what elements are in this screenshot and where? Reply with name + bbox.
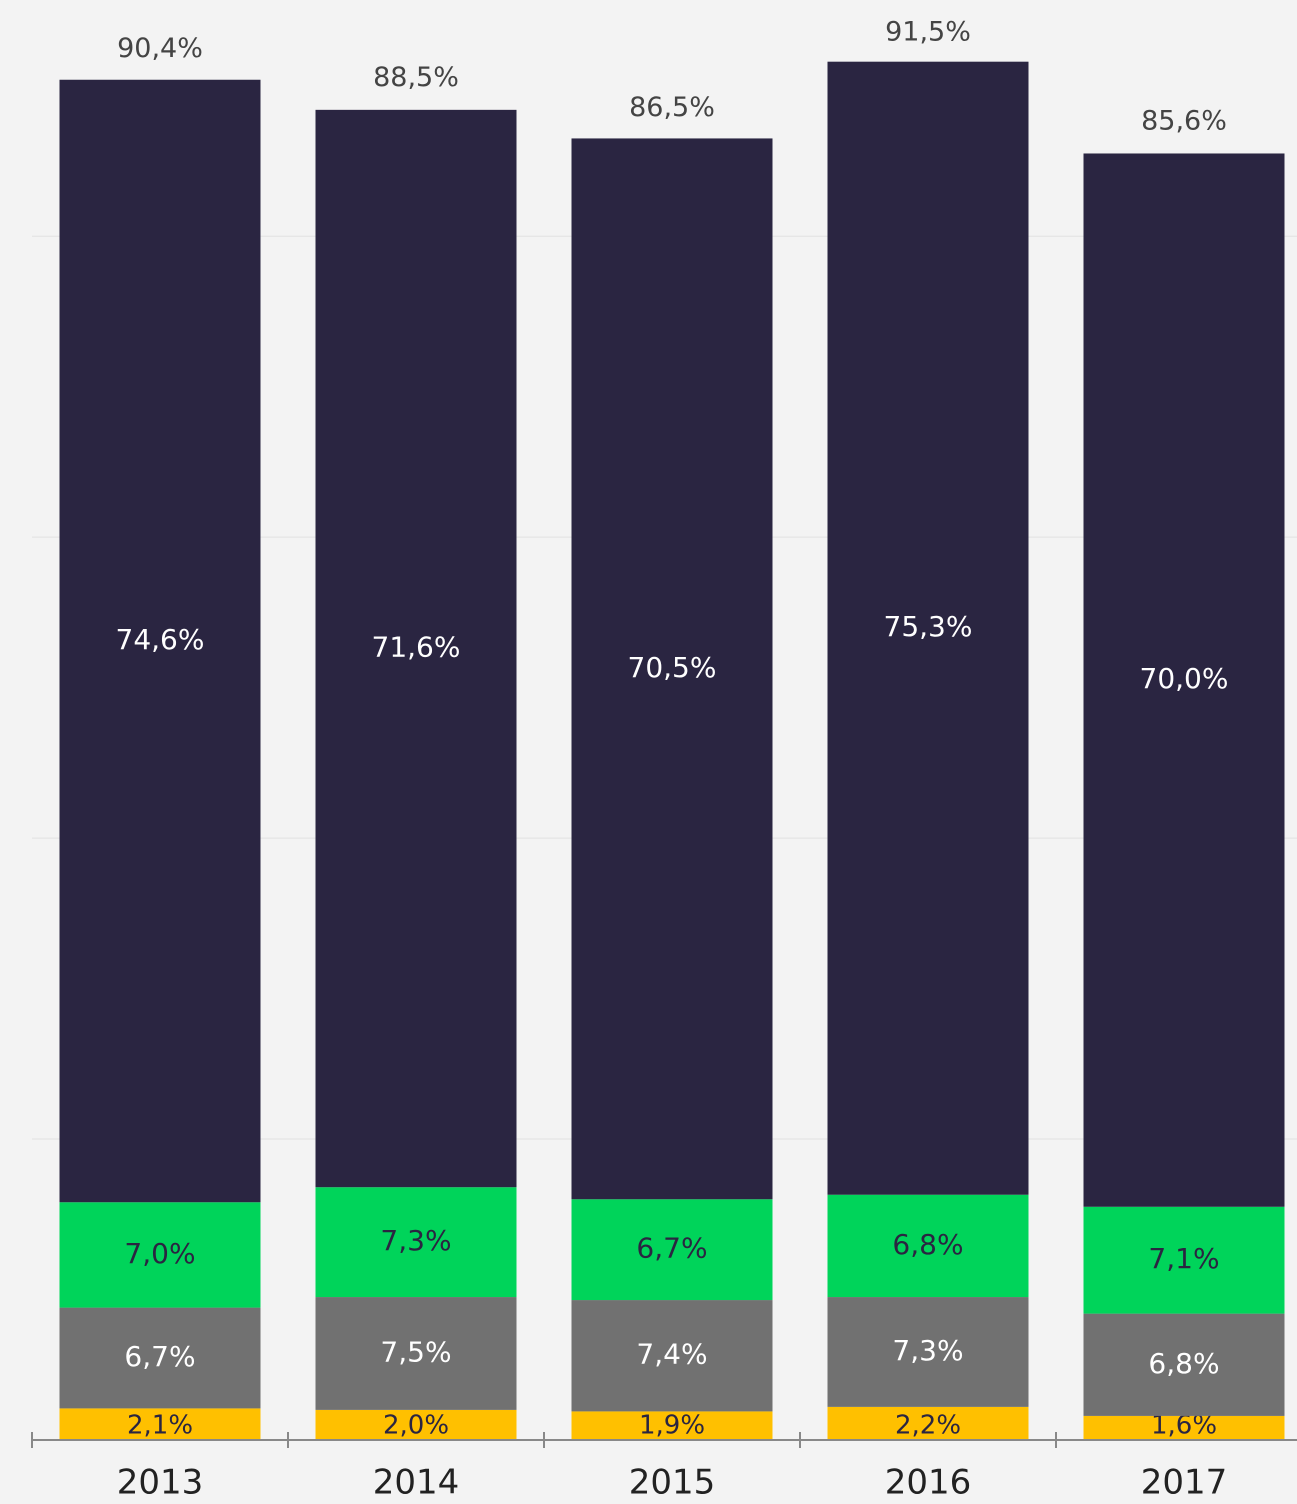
- bar-segment: [827, 1297, 1029, 1407]
- value-label: 2,1%: [127, 1411, 193, 1441]
- bar-segment: [315, 109, 517, 1188]
- bar-segment: [315, 1297, 517, 1410]
- x-tick-label: 2014: [373, 1463, 460, 1503]
- value-label: 70,0%: [1140, 662, 1229, 695]
- total-label: 88,5%: [373, 62, 459, 93]
- value-label: 2,2%: [895, 1411, 961, 1441]
- value-label: 7,3%: [380, 1224, 451, 1257]
- total-label: 85,6%: [1141, 105, 1227, 136]
- x-tick-label: 2013: [117, 1463, 204, 1503]
- value-label: 7,4%: [636, 1338, 707, 1371]
- value-label: 6,7%: [124, 1340, 195, 1373]
- bar-segment: [1083, 1415, 1285, 1440]
- value-label: 2,0%: [383, 1411, 449, 1441]
- bar-segment: [59, 1408, 261, 1440]
- bar-segment: [827, 1406, 1029, 1440]
- value-label: 75,3%: [884, 610, 973, 643]
- total-label: 90,4%: [117, 33, 203, 64]
- value-label: 6,8%: [1148, 1347, 1219, 1380]
- total-label: 86,5%: [629, 92, 715, 123]
- value-label: 7,5%: [380, 1335, 451, 1368]
- value-label: 70,5%: [628, 651, 717, 684]
- value-label: 6,7%: [636, 1232, 707, 1265]
- bar-segment: [827, 1194, 1029, 1298]
- value-label: 6,8%: [892, 1228, 963, 1261]
- bar-segment: [571, 1199, 773, 1301]
- bar-segment: [1083, 153, 1285, 1207]
- bar-segment: [59, 1307, 261, 1409]
- x-tick-label: 2015: [629, 1463, 716, 1503]
- bar-segment: [315, 1187, 517, 1298]
- value-label: 1,9%: [639, 1411, 705, 1441]
- bar-segment: [315, 1409, 517, 1440]
- bar-segment: [827, 61, 1029, 1195]
- x-tick-label: 2016: [885, 1463, 972, 1503]
- bar-segment: [59, 79, 261, 1203]
- total-label: 91,5%: [885, 17, 971, 48]
- value-label: 7,3%: [892, 1334, 963, 1367]
- bar-segment: [571, 1411, 773, 1440]
- bar-segment: [1083, 1206, 1285, 1314]
- bar-segment: [59, 1202, 261, 1308]
- bar-segment: [1083, 1313, 1285, 1416]
- value-label: 7,0%: [124, 1237, 195, 1270]
- x-tick-label: 2017: [1141, 1463, 1228, 1503]
- bar-segment: [571, 138, 773, 1200]
- value-label: 71,6%: [372, 631, 461, 664]
- bar-segment: [571, 1300, 773, 1412]
- value-label: 74,6%: [116, 623, 205, 656]
- value-label: 7,1%: [1148, 1242, 1219, 1275]
